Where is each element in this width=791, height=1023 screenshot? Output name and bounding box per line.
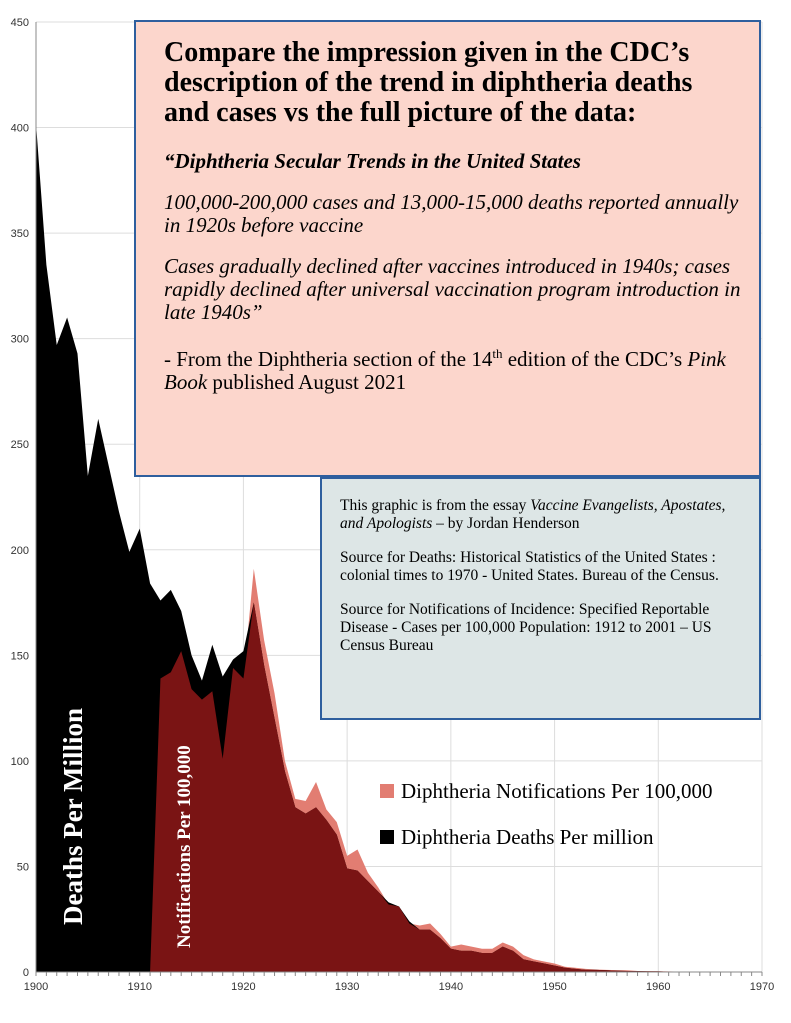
x-tick-label: 1910: [127, 981, 151, 993]
essay-credit: This graphic is from the essay Vaccine E…: [340, 497, 726, 532]
x-tick-label: 1920: [231, 981, 255, 993]
x-tick-label: 1940: [439, 981, 463, 993]
y-tick-label: 400: [11, 123, 29, 135]
cdc-quote-box: Compare the impression given in the CDC’…: [134, 20, 761, 477]
legend-item-notifications: Diphtheria Notifications Per 100,000: [380, 778, 712, 804]
x-tick-label: 1950: [542, 981, 566, 993]
notifications-axis-label: Notifications Per 100,000: [174, 745, 195, 948]
y-tick-label: 0: [23, 967, 29, 979]
x-tick-label: 1930: [335, 981, 359, 993]
y-tick-label: 200: [11, 545, 29, 557]
quote-attribution: - From the Diphtheria section of the 14t…: [164, 346, 726, 394]
notifications-source: Source for Notifications of Incidence: S…: [340, 601, 712, 654]
quote-title: “Diphtheria Secular Trends in the United…: [164, 149, 581, 173]
legend-swatch-deaths: [380, 830, 394, 844]
x-tick-label: 1900: [24, 981, 48, 993]
x-tick-label: 1960: [646, 981, 670, 993]
x-tick-label: 1970: [750, 981, 774, 993]
quote-line-2: Cases gradually declined after vaccines …: [164, 254, 741, 324]
legend: Diphtheria Notifications Per 100,000 Dip…: [380, 778, 712, 870]
deaths-axis-label: Deaths Per Million: [58, 708, 88, 925]
legend-swatch-notifications: [380, 784, 394, 798]
y-tick-label: 100: [11, 756, 29, 768]
box-title: Compare the impression given in the CDC’…: [164, 37, 693, 128]
legend-label-notifications: Diphtheria Notifications Per 100,000: [401, 778, 713, 803]
legend-label-deaths: Diphtheria Deaths Per million: [401, 824, 654, 849]
legend-item-deaths: Diphtheria Deaths Per million: [380, 824, 712, 850]
series-area-overlap: [150, 602, 763, 972]
y-tick-label: 250: [11, 439, 29, 451]
axes: 0 50 100 150 200 250 300 350 400 450 1900 1910 1920 1…: [11, 17, 775, 993]
y-tick-label: 350: [11, 228, 29, 240]
y-tick-label: 450: [11, 17, 29, 29]
quote-line-1: 100,000-200,000 cases and 13,000-15,000 …: [164, 190, 739, 237]
y-tick-label: 300: [11, 334, 29, 346]
y-tick-label: 150: [11, 650, 29, 662]
sources-box: This graphic is from the essay Vaccine E…: [320, 477, 761, 720]
deaths-source: Source for Deaths: Historical Statistics…: [340, 549, 719, 584]
series-areas: [36, 123, 763, 973]
y-tick-label: 50: [17, 861, 29, 873]
